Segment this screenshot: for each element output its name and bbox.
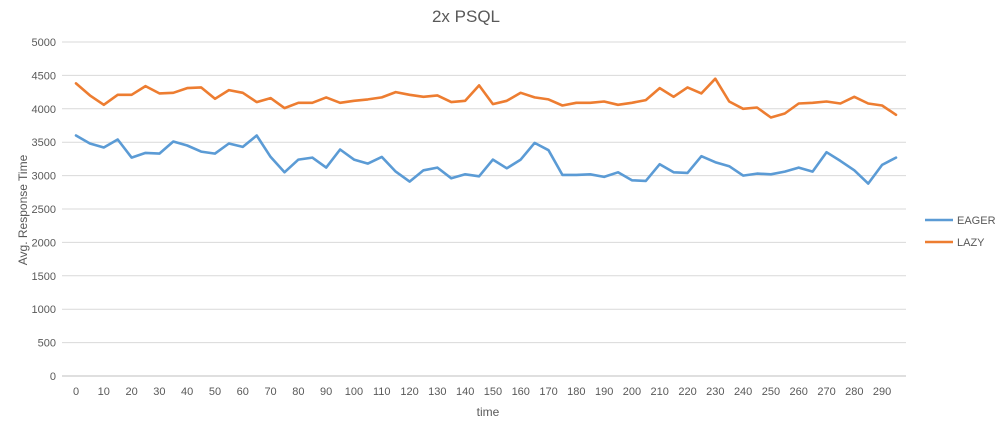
- x-tick-label: 160: [512, 386, 530, 398]
- y-tick-label: 0: [50, 371, 56, 383]
- y-axis-label: Avg. Response Time: [16, 154, 30, 265]
- series-line-eager: [74, 134, 898, 185]
- x-tick-label: 190: [595, 386, 613, 398]
- x-axis-ticks: 0 10 20 30 40 50 60 70 80 90 100 110 120 130 140 150 160…: [73, 386, 891, 398]
- x-tick-label: 240: [734, 386, 752, 398]
- x-tick-label: 270: [817, 386, 835, 398]
- y-tick-label: 1500: [32, 271, 56, 283]
- x-tick-label: 100: [345, 386, 363, 398]
- x-tick-label: 10: [98, 386, 110, 398]
- y-tick-label: 2000: [32, 237, 56, 249]
- x-tick-label: 40: [181, 386, 193, 398]
- x-tick-label: 150: [484, 386, 502, 398]
- x-tick-label: 230: [706, 386, 724, 398]
- y-tick-label: 500: [38, 338, 56, 350]
- x-tick-label: 130: [428, 386, 446, 398]
- chart-title: 2x PSQL: [432, 7, 500, 26]
- x-tick-label: 140: [456, 386, 474, 398]
- x-tick-label: 210: [651, 386, 669, 398]
- y-axis-ticks: 0 500 1000 1500 2000 2500 3000 3500 4000 4500 5000: [32, 37, 56, 383]
- y-tick-label: 5000: [32, 37, 56, 49]
- x-tick-label: 30: [153, 386, 165, 398]
- series-lines: [74, 77, 898, 185]
- legend-label-eager: EAGER: [957, 215, 996, 227]
- x-tick-label: 180: [567, 386, 585, 398]
- x-tick-label: 280: [845, 386, 863, 398]
- x-tick-label: 110: [373, 386, 391, 398]
- x-tick-label: 90: [320, 386, 332, 398]
- y-tick-label: 3000: [32, 171, 56, 183]
- x-tick-label: 60: [237, 386, 249, 398]
- y-tick-label: 4500: [32, 70, 56, 82]
- x-tick-label: 260: [790, 386, 808, 398]
- x-tick-label: 50: [209, 386, 221, 398]
- y-tick-label: 3500: [32, 137, 56, 149]
- x-tick-label: 200: [623, 386, 641, 398]
- x-tick-label: 80: [292, 386, 304, 398]
- series-line-lazy: [74, 77, 898, 119]
- x-tick-label: 70: [264, 386, 276, 398]
- x-tick-label: 120: [400, 386, 418, 398]
- x-tick-label: 20: [125, 386, 137, 398]
- x-axis-label: time: [477, 405, 500, 419]
- legend: EAGER LAZY: [925, 215, 996, 249]
- legend-label-lazy: LAZY: [957, 237, 985, 249]
- gridlines: [62, 41, 906, 377]
- x-tick-label: 290: [873, 386, 891, 398]
- x-tick-label: 170: [539, 386, 557, 398]
- x-tick-label: 250: [762, 386, 780, 398]
- y-tick-label: 2500: [32, 204, 56, 216]
- y-tick-label: 1000: [32, 304, 56, 316]
- x-tick-label: 0: [73, 386, 79, 398]
- y-tick-label: 4000: [32, 104, 56, 116]
- x-tick-label: 220: [678, 386, 696, 398]
